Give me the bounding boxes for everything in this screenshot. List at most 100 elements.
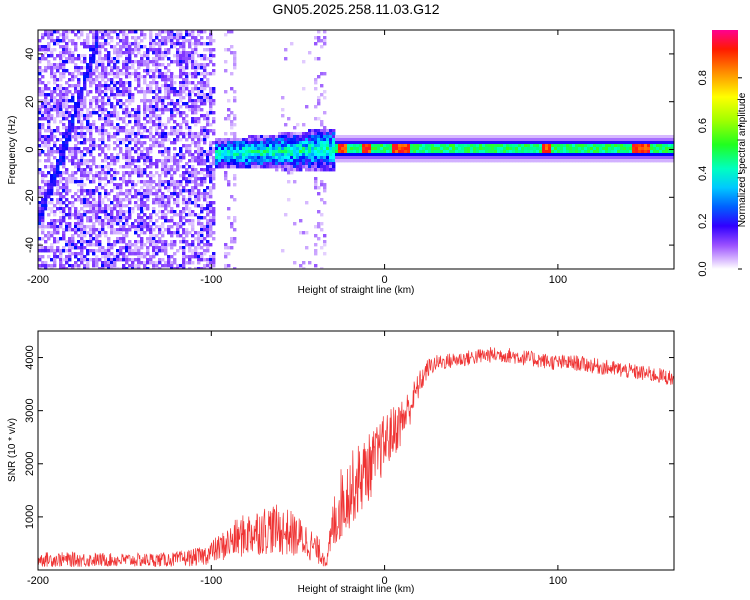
heatmap-cell xyxy=(182,57,186,61)
heatmap-cell xyxy=(92,39,96,43)
heatmap-cell xyxy=(563,150,567,154)
heatmap-cell xyxy=(185,114,189,118)
heatmap-cell xyxy=(314,225,318,229)
heatmap-cell xyxy=(74,246,78,250)
heatmap-cell xyxy=(128,225,132,229)
heatmap-cell xyxy=(56,129,60,133)
heatmap-cell xyxy=(98,222,102,226)
heatmap-cell xyxy=(332,138,336,142)
heatmap-cell xyxy=(38,105,42,109)
heatmap-cell xyxy=(53,177,57,181)
heatmap-cell xyxy=(47,54,51,58)
heatmap-cell xyxy=(116,144,120,148)
heatmap-cell xyxy=(269,147,273,151)
heatmap-cell xyxy=(194,195,198,199)
heatmap-cell xyxy=(425,159,429,163)
heatmap-cell xyxy=(203,228,207,232)
heatmap-cell xyxy=(284,213,288,217)
heatmap-cell xyxy=(155,51,159,55)
heatmap-cell xyxy=(137,252,141,256)
heatmap-cell xyxy=(119,69,123,73)
heatmap-cell xyxy=(143,267,147,269)
heatmap-cell xyxy=(68,225,72,229)
heatmap-cell xyxy=(266,165,270,169)
heatmap-cell xyxy=(107,180,111,184)
heatmap-cell xyxy=(59,138,63,142)
heatmap-cell xyxy=(92,30,96,34)
heatmap-cell xyxy=(197,42,201,46)
heatmap-cell xyxy=(485,159,489,163)
heatmap-cell xyxy=(533,138,537,142)
heatmap-cell xyxy=(65,33,69,37)
heatmap-cell xyxy=(281,144,285,148)
heatmap-cell xyxy=(212,102,216,106)
heatmap-cell xyxy=(587,159,591,163)
heatmap-cell xyxy=(491,141,495,145)
heatmap-cell xyxy=(80,255,84,259)
heatmap-cell xyxy=(185,207,189,211)
snr-y-label: SNR (10 * v/v) xyxy=(7,418,18,482)
heatmap-cell xyxy=(38,66,42,70)
heatmap-cell xyxy=(218,156,222,160)
heatmap-cell xyxy=(227,144,231,148)
heatmap-cell xyxy=(206,213,210,217)
heatmap-cell xyxy=(485,144,489,148)
heatmap-cell xyxy=(494,141,498,145)
heatmap-cell xyxy=(101,225,105,229)
heatmap-cell xyxy=(104,210,108,214)
heatmap-cell xyxy=(113,162,117,166)
heatmap-cell xyxy=(536,150,540,154)
heatmap-cell xyxy=(272,159,276,163)
heatmap-cell xyxy=(419,159,423,163)
heatmap-cell xyxy=(50,150,54,154)
heatmap-cell xyxy=(443,159,447,163)
heatmap-cell xyxy=(428,153,432,157)
heatmap-cell xyxy=(125,198,129,202)
heatmap-cell xyxy=(656,156,660,160)
heatmap-cell xyxy=(116,249,120,253)
heatmap-cell xyxy=(629,159,633,163)
heatmap-cell xyxy=(101,84,105,88)
heatmap-cell xyxy=(122,45,126,49)
heatmap-cell xyxy=(161,57,165,61)
heatmap-cell xyxy=(74,210,78,214)
heatmap-cell xyxy=(167,189,171,193)
heatmap-cell xyxy=(89,219,93,223)
colorbar-tick-label: 0.2 xyxy=(697,214,709,229)
heatmap-cell xyxy=(113,168,117,172)
heatmap-cell xyxy=(125,234,129,238)
heatmap-cell xyxy=(164,87,168,91)
heatmap-cell xyxy=(110,216,114,220)
heatmap-cell xyxy=(263,159,267,163)
heatmap-cell xyxy=(107,99,111,103)
heatmap-cell xyxy=(119,249,123,253)
heatmap-cell xyxy=(170,177,174,181)
heatmap-cell xyxy=(188,159,192,163)
heatmap-cell xyxy=(107,162,111,166)
heatmap-cell xyxy=(323,150,327,154)
heatmap-cell xyxy=(179,159,183,163)
heatmap-cell xyxy=(365,156,369,160)
heatmap-cell xyxy=(653,153,657,157)
heatmap-cell xyxy=(77,93,81,97)
heatmap-cell xyxy=(161,150,165,154)
heatmap-cell xyxy=(212,90,216,94)
heatmap-cell xyxy=(143,123,147,127)
heatmap-cell xyxy=(197,162,201,166)
heatmap-cell xyxy=(185,87,189,91)
heatmap-cell xyxy=(548,147,552,151)
heatmap-cell xyxy=(146,252,150,256)
heatmap-cell xyxy=(176,63,180,67)
heatmap-cell xyxy=(116,75,120,79)
heatmap-cell xyxy=(116,159,120,163)
heatmap-cell xyxy=(155,126,159,130)
heatmap-cell xyxy=(230,162,234,166)
heatmap-cell xyxy=(200,255,204,259)
heatmap-cell xyxy=(143,183,147,187)
heatmap-cell xyxy=(185,66,189,70)
heatmap-cell xyxy=(101,42,105,46)
heatmap-cell xyxy=(161,39,165,43)
heatmap-cell xyxy=(131,108,135,112)
heatmap-cell xyxy=(149,48,153,52)
heatmap-cell xyxy=(95,174,99,178)
